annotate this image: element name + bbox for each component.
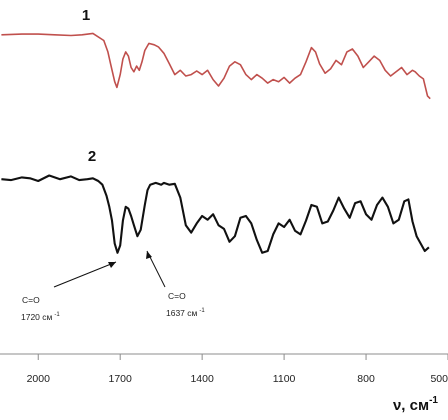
spectrum-traces	[1, 32, 431, 254]
annotation-co-1720: C=O 1720 см -1	[21, 261, 117, 322]
annotation-line1-1720: C=O	[22, 295, 40, 305]
annotation-line2-1637: 1637 см -1	[166, 308, 205, 318]
annotation-line2-1720: 1720 см -1	[21, 312, 60, 322]
x-tick-label-1400: 1400	[190, 373, 214, 385]
series-line-2	[1, 174, 430, 254]
x-axis-title: ν, см-1	[393, 395, 438, 414]
annotation-arrow-1720	[53, 261, 117, 288]
series-line-1	[1, 32, 431, 100]
annotations: C=O 1720 см -1 C=O 1637 см -1	[21, 250, 205, 322]
annotation-line1-1637: C=O	[168, 291, 186, 301]
annotation-co-1637: C=O 1637 см -1	[146, 250, 205, 318]
x-axis-ticks: 2000 1700 1400 1100 800 500	[27, 354, 448, 385]
series-label-1: 1	[82, 7, 90, 24]
x-tick-label-1100: 1100	[273, 373, 296, 385]
x-tick-label-2000: 2000	[27, 373, 51, 385]
series-label-2: 2	[88, 148, 96, 165]
annotation-arrowhead-1637	[146, 251, 152, 259]
x-tick-label-800: 800	[357, 373, 375, 385]
x-tick-label-1700: 1700	[109, 373, 133, 385]
x-tick-label-500: 500	[430, 373, 448, 385]
annotation-arrowhead-1720	[108, 262, 116, 268]
